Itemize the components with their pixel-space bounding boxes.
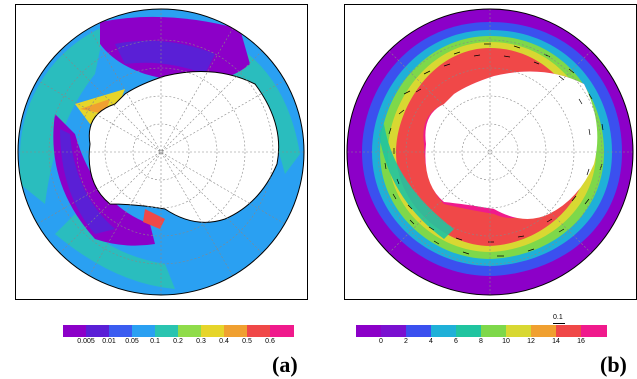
colorbar-tick-label: 8: [479, 338, 483, 345]
colorbar-tick-label: 0.6: [265, 338, 275, 345]
colorbar-tick-label: 0.5: [242, 338, 252, 345]
colorbar-tick-label: 10: [502, 338, 510, 345]
colorbar-tick-label: 4: [429, 338, 433, 345]
colorbar-segment: [356, 325, 382, 337]
colorbar-segment: [581, 325, 607, 337]
vector-reference-arrow: [553, 323, 565, 324]
panel-label-b: (b): [600, 352, 627, 377]
colorbar-b-ticks: 0 2 4 6 8 10 12 14 16: [356, 338, 606, 350]
colorbar-tick-label: 0.1: [150, 338, 160, 345]
colorbar-segment: [155, 325, 179, 337]
colorbar-segment: [431, 325, 457, 337]
colorbar-segment: [86, 325, 110, 337]
colorbar-segment: [178, 325, 202, 337]
colorbar-tick-label: 0.05: [125, 338, 139, 345]
colorbar-tick-label: 12: [527, 338, 535, 345]
colorbar-tick-label: 0.4: [219, 338, 229, 345]
colorbar-segment: [247, 325, 271, 337]
colorbar-tick-label: 0.005: [77, 338, 95, 345]
colorbar-tick-label: 14: [552, 338, 560, 345]
colorbar-tick-label: 0: [379, 338, 383, 345]
polar-map-a: [17, 8, 305, 296]
colorbar-tick-label: 6: [454, 338, 458, 345]
colorbar-tick-label: 2: [404, 338, 408, 345]
vector-reference-label: 0.1: [553, 314, 563, 321]
colorbar-segment: [224, 325, 248, 337]
colorbar-a: [63, 325, 294, 337]
colorbar-tick-label: 0.01: [102, 338, 116, 345]
colorbar-segment: [456, 325, 482, 337]
colorbar-a-ticks: 0.005 0.01 0.05 0.1 0.2 0.3 0.4 0.5 0.6: [63, 338, 293, 350]
panel-label-a: (a): [272, 352, 298, 377]
colorbar-segment: [506, 325, 532, 337]
colorbar-segment: [406, 325, 432, 337]
colorbar-segment: [63, 325, 87, 337]
colorbar-segment: [481, 325, 507, 337]
colorbar-tick-label: 0.3: [196, 338, 206, 345]
colorbar-segment: [381, 325, 407, 337]
colorbar-segment: [531, 325, 557, 337]
polar-map-b: [346, 8, 634, 296]
colorbar-tick-label: 16: [577, 338, 585, 345]
map-panel-b: [344, 4, 637, 300]
colorbar-segment: [556, 325, 582, 337]
map-panel-a: [15, 4, 308, 300]
colorbar-segment: [270, 325, 294, 337]
colorbar-segment: [132, 325, 156, 337]
colorbar-segment: [201, 325, 225, 337]
colorbar-b: [356, 325, 607, 337]
colorbar-tick-label: 0.2: [173, 338, 183, 345]
colorbar-segment: [109, 325, 133, 337]
